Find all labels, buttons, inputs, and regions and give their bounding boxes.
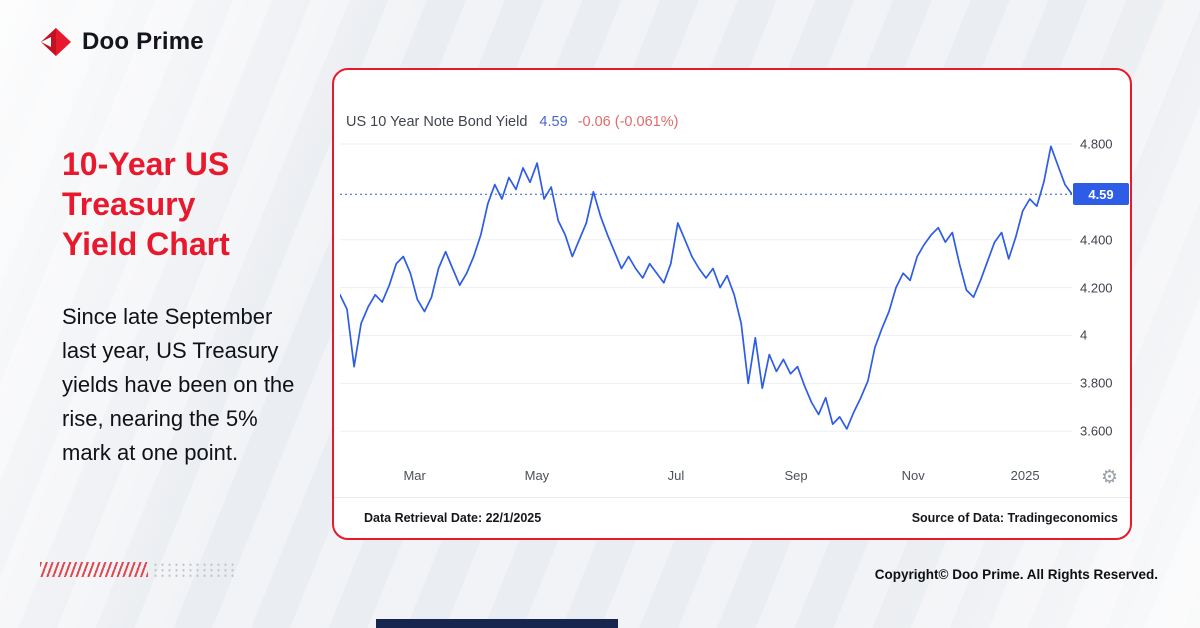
y-axis-tick: 4 — [1080, 327, 1088, 343]
page-title-line-1: 10-Year US — [62, 146, 230, 182]
current-value-badge: 4.59 — [1073, 183, 1129, 206]
data-retrieval-date: Data Retrieval Date: 22/1/2025 — [364, 511, 542, 525]
x-axis-tick: Sep — [784, 468, 808, 483]
y-axis-labels: 4.59 4.800 4.400 4.200 4 3.800 3.600 — [1073, 120, 1130, 460]
yield-chart-svg — [340, 143, 1072, 432]
chart-title: US 10 Year Note Bond Yield — [346, 114, 528, 130]
chart-card: US 10 Year Note Bond Yield 4.59 -0.06 (-… — [332, 68, 1132, 540]
y-axis-tick: 3.800 — [1080, 375, 1113, 391]
decorative-navy-bar — [376, 619, 618, 628]
doo-prime-logo-icon — [41, 28, 71, 56]
y-axis-tick: 3.600 — [1080, 423, 1113, 439]
decorative-stripes — [40, 562, 148, 577]
x-axis-tick: Jul — [667, 468, 685, 483]
y-axis-tick: 4.800 — [1080, 136, 1113, 152]
chart-card-footer: Data Retrieval Date: 22/1/2025 Source of… — [334, 497, 1130, 538]
decorative-dots — [152, 562, 234, 578]
chart-plot-area — [340, 120, 1072, 460]
gear-icon[interactable]: ⚙ — [1100, 467, 1118, 488]
y-axis-tick: 4.200 — [1080, 280, 1113, 296]
x-axis-tick: May — [524, 468, 550, 483]
x-axis-tick: Mar — [403, 468, 426, 483]
page-title: 10-Year US Treasury Yield Chart — [62, 144, 230, 264]
x-axis-tick: Nov — [901, 468, 925, 483]
chart-header: US 10 Year Note Bond Yield 4.59 -0.06 (-… — [346, 114, 678, 130]
brand-name: Doo Prime — [82, 28, 204, 55]
chart-last-value: 4.59 — [539, 114, 568, 130]
y-axis-tick: 4.400 — [1080, 232, 1113, 248]
page-title-line-3: Yield Chart — [62, 226, 230, 262]
intro-text: Since late September last year, US Treas… — [62, 304, 295, 465]
chart-change-value: -0.06 (-0.061%) — [577, 114, 679, 130]
x-axis-labels: Mar May Jul Sep Nov 2025 — [340, 468, 1072, 488]
data-source: Source of Data: Tradingeconomics — [911, 511, 1118, 525]
x-axis-tick: 2025 — [1010, 468, 1040, 483]
page-title-line-2: Treasury — [62, 186, 196, 222]
brand-logo: Doo Prime — [40, 27, 204, 57]
copyright-text: Copyright© Doo Prime. All Rights Reserve… — [874, 567, 1158, 582]
